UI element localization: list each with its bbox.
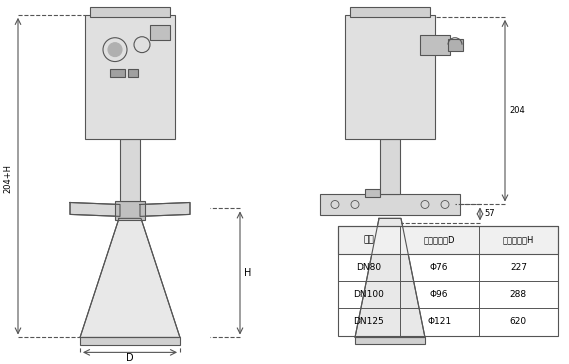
Bar bbox=[320, 194, 460, 215]
Text: 喇叭口高度H: 喇叭口高度H bbox=[503, 236, 534, 245]
Text: 57: 57 bbox=[485, 209, 495, 218]
Text: Φ96: Φ96 bbox=[430, 290, 448, 299]
Text: DN100: DN100 bbox=[353, 290, 384, 299]
Polygon shape bbox=[80, 218, 180, 337]
Bar bbox=[338, 226, 558, 254]
Polygon shape bbox=[70, 202, 120, 216]
Text: Φ76: Φ76 bbox=[430, 263, 448, 272]
Text: DN125: DN125 bbox=[353, 317, 384, 327]
Text: 288: 288 bbox=[510, 290, 527, 299]
Text: 喇叭口直径D: 喇叭口直径D bbox=[423, 236, 455, 245]
Text: 法兰: 法兰 bbox=[364, 236, 374, 245]
Bar bbox=[420, 35, 450, 55]
Bar bbox=[350, 7, 430, 17]
Bar bbox=[110, 70, 125, 78]
Text: 204+H: 204+H bbox=[3, 164, 13, 193]
Text: 204: 204 bbox=[509, 106, 525, 115]
Bar bbox=[80, 337, 180, 345]
Bar bbox=[85, 15, 175, 139]
Circle shape bbox=[108, 43, 122, 56]
Bar bbox=[355, 337, 425, 344]
Text: Φ121: Φ121 bbox=[427, 317, 451, 327]
Bar bbox=[365, 189, 380, 197]
Text: 620: 620 bbox=[510, 317, 527, 327]
Bar bbox=[380, 139, 400, 194]
Text: D: D bbox=[126, 353, 134, 363]
Bar bbox=[448, 39, 463, 51]
Bar bbox=[345, 15, 435, 139]
Polygon shape bbox=[355, 218, 425, 337]
Bar bbox=[115, 201, 145, 220]
Text: 227: 227 bbox=[510, 263, 527, 272]
Bar bbox=[150, 25, 170, 40]
Text: H: H bbox=[244, 268, 251, 278]
Bar bbox=[90, 7, 170, 17]
Polygon shape bbox=[140, 202, 190, 216]
Text: DN80: DN80 bbox=[356, 263, 381, 272]
Bar bbox=[128, 70, 138, 78]
Bar bbox=[338, 226, 558, 336]
Bar bbox=[120, 139, 140, 201]
